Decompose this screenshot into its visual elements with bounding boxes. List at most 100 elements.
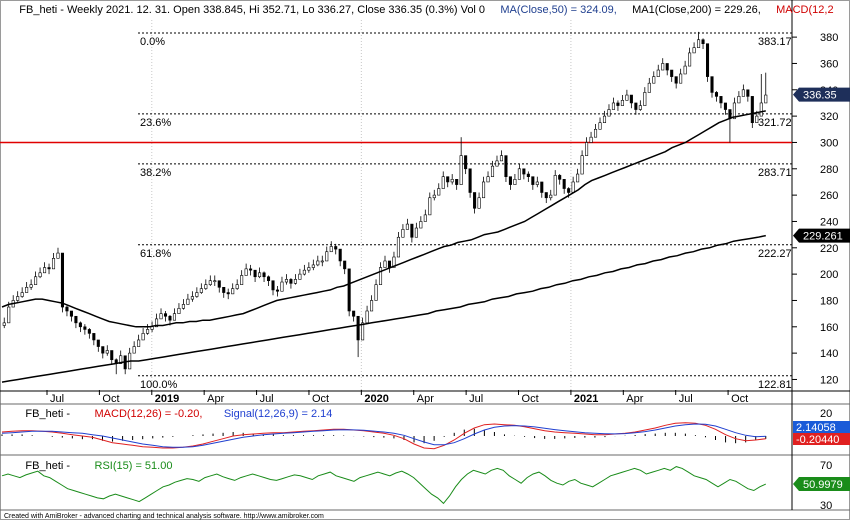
- candle-body: [226, 292, 230, 295]
- candle-body: [634, 102, 638, 110]
- candle-body: [410, 223, 414, 238]
- candle-body: [455, 179, 459, 185]
- candle-body: [508, 176, 512, 185]
- rsi-pane: FB_heti - RSI(15) = 51.00 70 30 50.9979: [1, 460, 850, 512]
- candle-body: [674, 76, 678, 84]
- y-tick-label: 260: [820, 190, 838, 202]
- candle-body: [737, 96, 741, 104]
- candle-body: [262, 272, 266, 278]
- candle-body: [504, 155, 508, 177]
- candle-body: [177, 308, 181, 314]
- candle-body: [163, 313, 168, 317]
- candle-body: [611, 102, 615, 110]
- candle-body: [522, 168, 526, 175]
- candle-body: [190, 296, 194, 300]
- rsi-pane-header: FB_heti - RSI(15) = 51.00: [4, 460, 188, 472]
- candle-body: [155, 318, 159, 328]
- macd-pane-header: FB_heti - MACD(12,26) = -0.20, Signal(12…: [4, 408, 348, 420]
- candle-body: [172, 313, 176, 321]
- candle-body: [499, 155, 503, 162]
- candle-body: [78, 322, 82, 328]
- x-tick-label: Jul: [469, 393, 483, 405]
- candle-body: [692, 47, 696, 54]
- candle-body: [620, 100, 624, 106]
- candle-body: [486, 176, 490, 183]
- candle-body: [240, 275, 244, 285]
- y-tick-label: 280: [820, 164, 838, 176]
- ma50-line: [1, 110, 766, 328]
- fib-value-label: 383.17: [758, 36, 792, 48]
- fib-percent-label: 23.6%: [140, 117, 171, 129]
- candle-body: [320, 260, 324, 263]
- candle-body: [253, 269, 257, 278]
- candle-body: [598, 122, 602, 130]
- fib-percent-label: 100.0%: [140, 379, 178, 391]
- candle-body: [2, 322, 6, 326]
- y-tick-label: 360: [820, 58, 838, 70]
- rsi-tick-70: 70: [820, 460, 832, 472]
- signal-line: [1, 423, 766, 448]
- price-tag-label: 336.35: [803, 90, 837, 102]
- candle-body: [683, 65, 687, 75]
- candle-body: [670, 69, 674, 77]
- candle-body: [580, 155, 584, 175]
- candle-body: [87, 329, 91, 334]
- y-tick-label: 140: [820, 348, 838, 360]
- candle-body: [401, 229, 405, 238]
- candle-body: [132, 346, 136, 354]
- x-tick-label: 2020: [364, 393, 388, 405]
- candle-body: [719, 96, 723, 104]
- candle-body: [535, 181, 539, 185]
- candle-body: [661, 63, 665, 71]
- candle-body: [723, 102, 727, 110]
- candle-body: [275, 289, 280, 292]
- header-ma200: MA1(Close,200) = 229.26,: [632, 4, 761, 16]
- x-tick-label: Oct: [102, 393, 119, 405]
- candle-body: [352, 310, 356, 317]
- candle-body: [697, 39, 701, 48]
- candle-body: [459, 155, 463, 185]
- candle-body: [553, 175, 557, 196]
- candle-body: [732, 102, 736, 120]
- candle-body: [602, 115, 607, 124]
- candle-body: [625, 94, 629, 101]
- candle-body: [217, 280, 221, 288]
- candle-body: [168, 315, 172, 321]
- candle-body: [464, 155, 468, 170]
- candle-body: [562, 179, 566, 189]
- x-tick-label: Oct: [522, 393, 539, 405]
- candle-body: [495, 160, 499, 167]
- candle-body: [750, 96, 754, 124]
- fibonacci-lines: 0.0% 383.17 23.6% 321.72 38.2% 283.71 61.8% 222…: [138, 32, 792, 391]
- candle-body: [441, 176, 445, 189]
- rsi-line: [1, 466, 767, 505]
- candle-body: [705, 43, 710, 77]
- x-tick-label: Oct: [312, 393, 329, 405]
- candle-body: [119, 355, 123, 364]
- fib-value-label: 222.27: [758, 248, 792, 260]
- header-main-info: FB_heti - Weekly 2021. 12. 31. Open 338.…: [4, 4, 843, 16]
- candle-body: [47, 267, 51, 270]
- candle-body: [414, 227, 418, 238]
- candle-body: [549, 194, 553, 199]
- candle-body: [329, 246, 333, 253]
- y-tick-label: 120: [820, 374, 838, 386]
- candle-body: [101, 346, 105, 354]
- candle-body: [746, 89, 750, 97]
- candle-body: [405, 223, 409, 230]
- macd-tag-bg: [793, 433, 850, 445]
- candle-body: [589, 136, 593, 143]
- ma200-tag-label: 229.261: [803, 231, 843, 243]
- y-tick-label: 300: [820, 137, 838, 149]
- candle-body: [477, 197, 481, 209]
- candle-body: [468, 168, 472, 193]
- fib-value-label: 321.72: [758, 117, 792, 129]
- candle-body: [432, 194, 436, 199]
- candle-body: [334, 246, 338, 250]
- candle-body: [343, 260, 347, 270]
- ma200-line: [1, 234, 766, 383]
- macd-tag-label: -0.20440: [796, 434, 839, 446]
- candle-body: [679, 73, 683, 84]
- fib-percent-label: 38.2%: [140, 167, 171, 179]
